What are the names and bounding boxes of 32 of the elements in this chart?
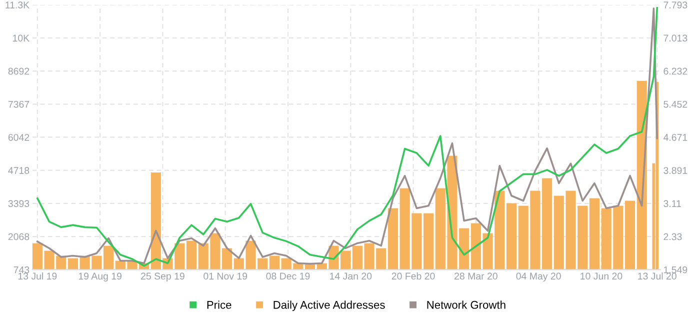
y-tick-label: 2068 (8, 233, 30, 240)
x-tick-label: 04 May 20 (516, 272, 561, 282)
y-tick-label: 7367 (8, 100, 30, 108)
y2-tick-label: 2.33 (664, 233, 682, 240)
y-tick-label: 10K (13, 34, 30, 42)
x-tick-label: 25 Sep 19 (141, 272, 184, 282)
y2-tick-label: 7.793 (664, 2, 688, 8)
x-tick-label: 14 Jan 20 (330, 272, 372, 280)
x-tick-label: 01 Nov 19 (204, 272, 248, 280)
y2-tick-label: 4.671 (663, 134, 688, 141)
y2-tick-label: 3.11 (664, 200, 681, 208)
y-tick-label: 3393 (8, 200, 30, 208)
x-tick-label: 13 Jul 20 (638, 272, 676, 280)
y2-tick-label: 6.232 (664, 68, 688, 75)
y-tick-label: 743 (14, 266, 30, 274)
y-tick-label: 8692 (8, 68, 30, 75)
x-tick-label: 20 Feb 20 (392, 272, 435, 280)
legend-label: Price (207, 300, 232, 309)
y2-tick-label: 5.452 (664, 100, 688, 108)
x-tick-label: 08 Dec 19 (266, 272, 310, 280)
y-tick-label: 11.3K (6, 2, 30, 8)
x-tick-label: 13 Jul 19 (18, 272, 57, 280)
x-tick-label: 19 Aug 19 (78, 272, 122, 282)
legend-label: Daily Active Addresses (274, 300, 385, 311)
y2-tick-label: 7.013 (664, 34, 688, 42)
x-tick-label: 28 Mar 20 (454, 272, 498, 280)
legend-label: Network Growth (427, 300, 506, 309)
y2-tick-label: 3.891 (664, 167, 688, 174)
y-tick-label: 4718 (8, 167, 30, 174)
y-tick-label: 6042 (8, 134, 30, 141)
x-tick-label: 10 Jun 20 (580, 272, 622, 280)
y2-tick-label: 1.549 (664, 266, 688, 274)
